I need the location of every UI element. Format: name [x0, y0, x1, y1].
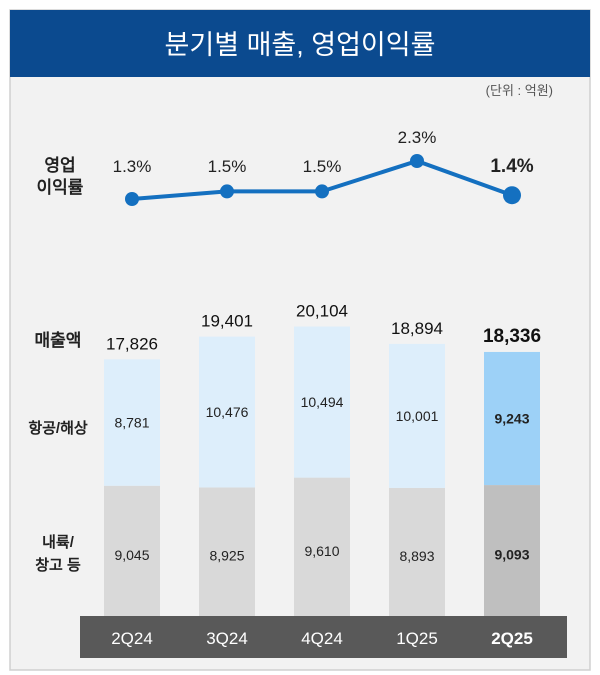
label-lower-3Q24: 8,925 [209, 548, 244, 564]
label-upper-2Q24: 8,781 [114, 415, 149, 431]
label-upper-1Q25: 10,001 [396, 408, 439, 424]
bar-upper-2Q24 [104, 359, 160, 486]
unit-note: (단위 : 억원) [486, 83, 553, 98]
label-lower-1Q25: 8,893 [399, 548, 434, 564]
margin-point-4Q24 [315, 184, 329, 199]
margin-point-1Q25 [410, 154, 424, 168]
label-total-3Q24: 19,401 [201, 312, 253, 331]
bar-lower-2Q25 [484, 485, 540, 616]
inland-row-label-2: 창고 등 [35, 557, 81, 574]
bar-lower-2Q24 [104, 485, 160, 616]
label-lower-2Q24: 9,045 [114, 547, 149, 563]
category-band [80, 616, 567, 658]
label-lower-2Q25: 9,093 [494, 547, 529, 563]
category-3Q24: 3Q24 [206, 629, 248, 648]
margin-point-3Q24 [220, 184, 234, 199]
title-bar [10, 10, 590, 77]
category-4Q24: 4Q24 [301, 629, 343, 648]
bar-lower-4Q24 [294, 477, 350, 616]
margin-point-2Q25 [503, 186, 521, 205]
margin-point-2Q24 [125, 192, 139, 206]
margin-row-label-2: 이익률 [37, 178, 84, 197]
bar-upper-1Q25 [389, 343, 445, 488]
category-2Q24: 2Q24 [111, 629, 153, 648]
margin-label-2Q25: 1.4% [490, 156, 533, 177]
label-total-2Q25: 18,336 [483, 326, 541, 347]
label-lower-4Q24: 9,610 [304, 543, 339, 559]
label-upper-3Q24: 10,476 [206, 404, 249, 420]
sales-row-label: 매출액 [35, 331, 82, 350]
bar-lower-1Q25 [389, 487, 445, 616]
label-upper-4Q24: 10,494 [301, 394, 344, 410]
air-sea-row-label: 항공/해상 [28, 420, 88, 437]
label-total-1Q25: 18,894 [391, 319, 443, 338]
margin-label-3Q24: 1.5% [208, 157, 247, 176]
margin-label-2Q24: 1.3% [113, 157, 152, 176]
chart-title: 분기별 매출, 영업이익률 [165, 30, 436, 60]
category-2Q25: 2Q25 [491, 629, 533, 648]
inland-row-label-1: 내륙/ [42, 534, 75, 551]
margin-label-4Q24: 1.5% [303, 157, 342, 176]
label-upper-2Q25: 9,243 [494, 411, 529, 427]
bar-upper-3Q24 [199, 336, 255, 488]
label-total-2Q24: 17,826 [106, 334, 158, 353]
bar-upper-2Q25 [484, 351, 540, 486]
bar-lower-3Q24 [199, 487, 255, 616]
margin-row-label-1: 영업 [44, 156, 75, 175]
category-1Q25: 1Q25 [396, 629, 438, 648]
bar-upper-4Q24 [294, 326, 350, 478]
label-total-4Q24: 20,104 [296, 302, 348, 321]
margin-label-1Q25: 2.3% [398, 128, 437, 147]
